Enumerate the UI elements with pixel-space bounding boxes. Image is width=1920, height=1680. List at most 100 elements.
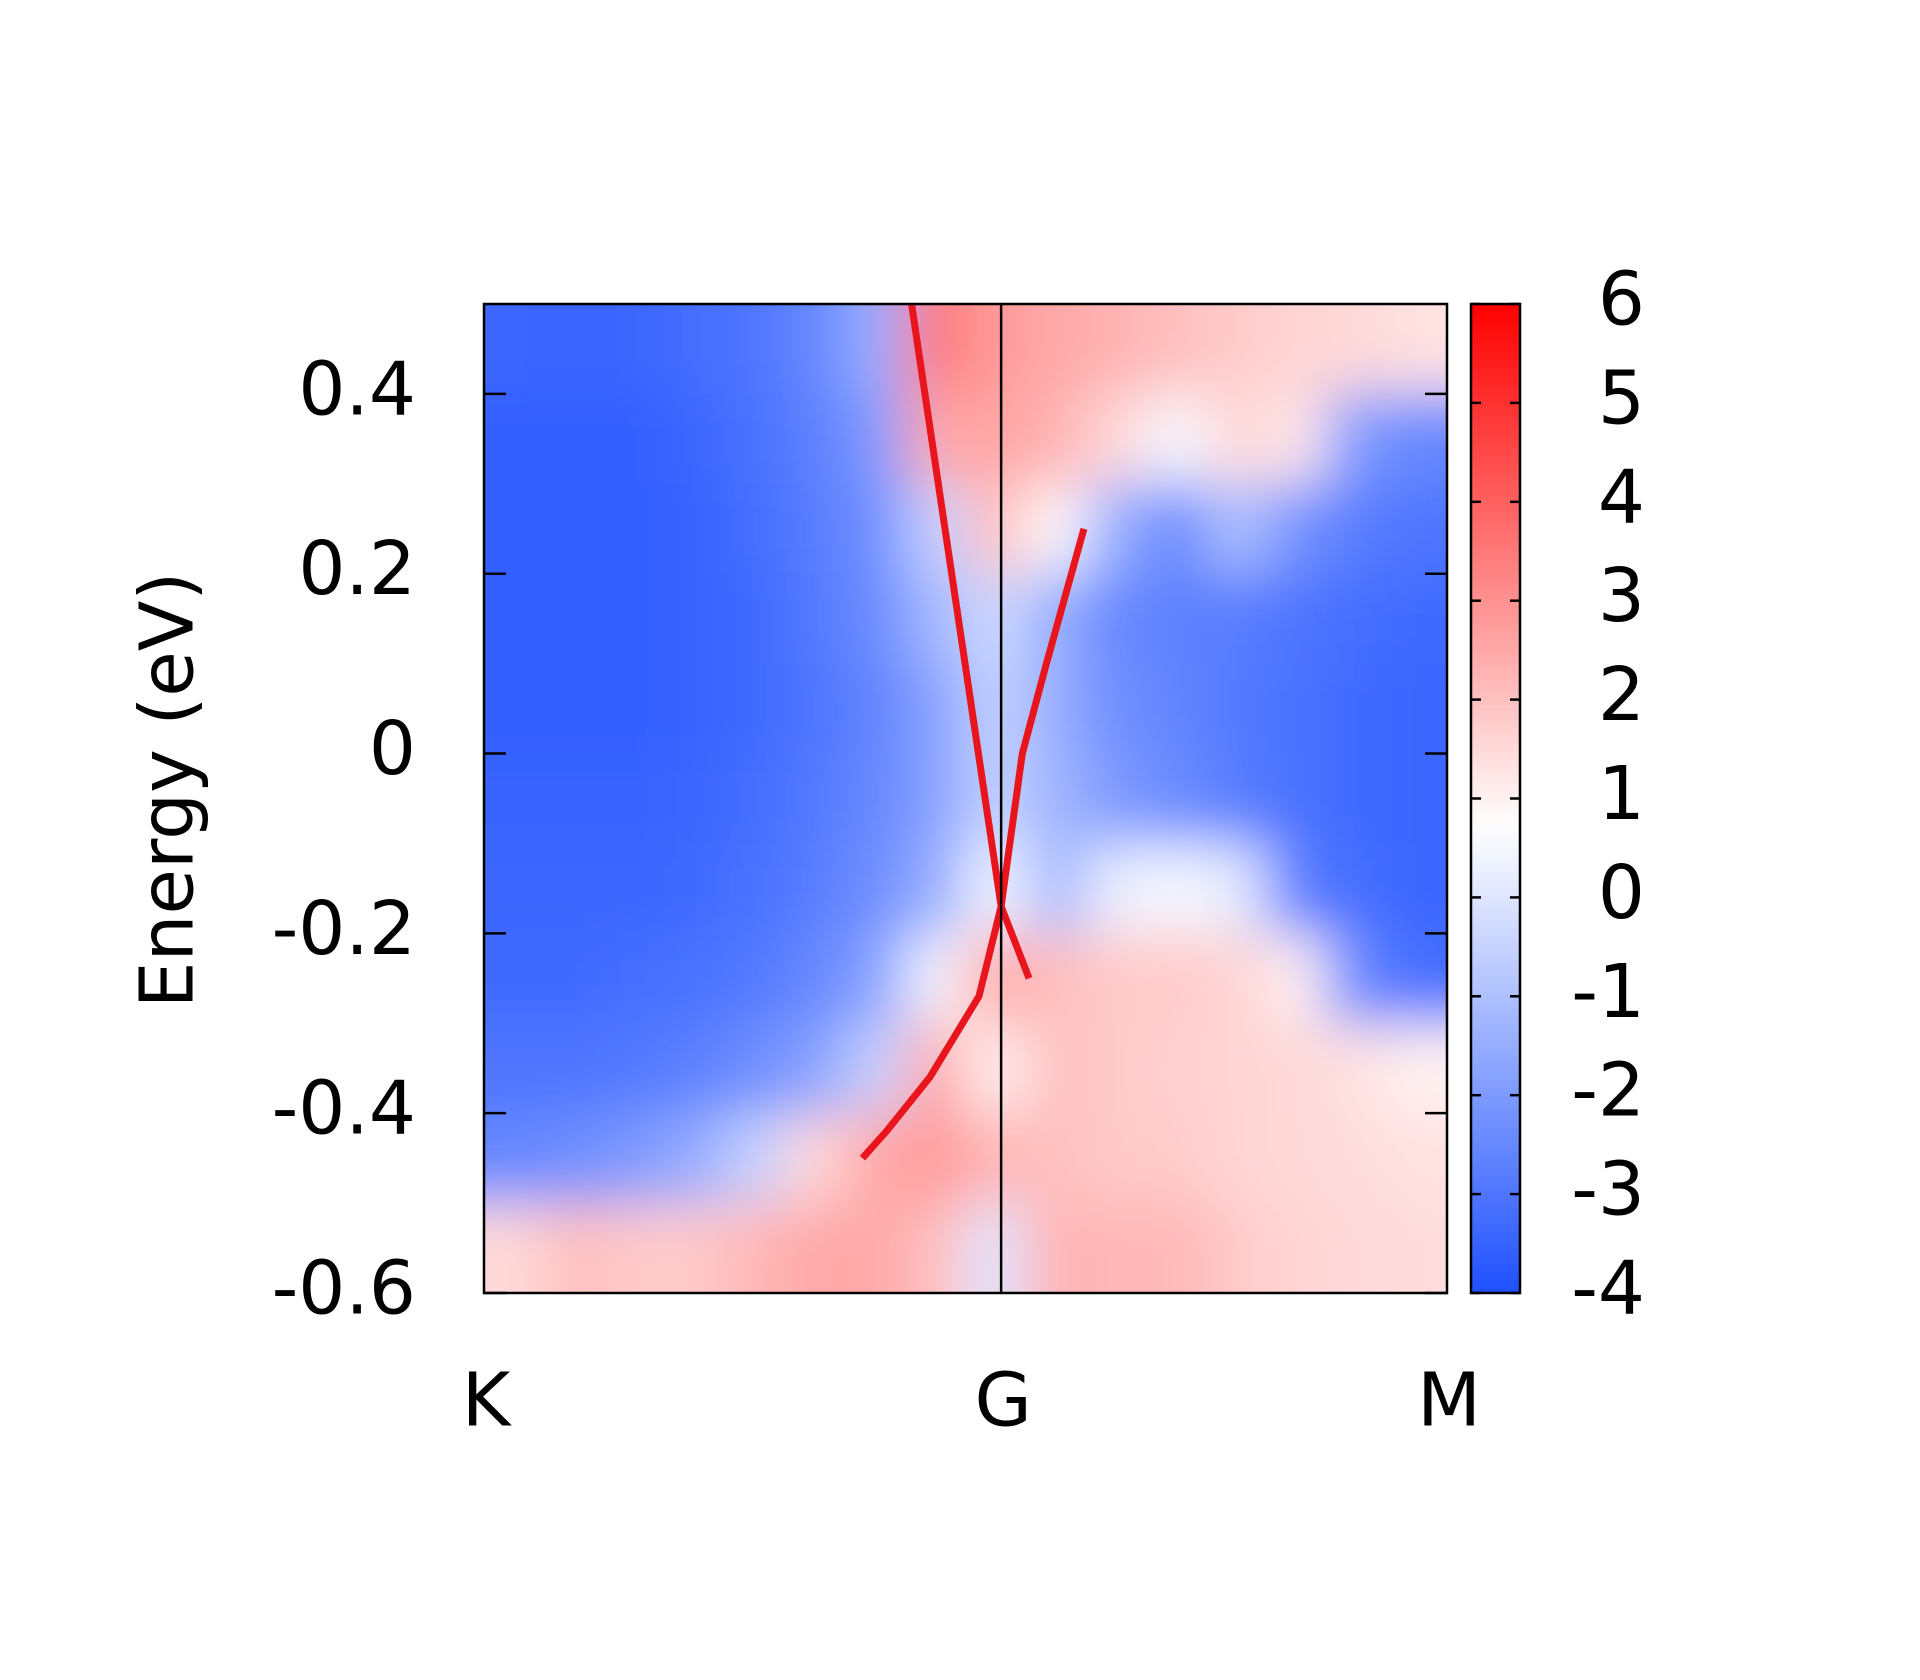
heatmap-cell [604, 753, 666, 845]
y-axis-label: Energy (eV) [125, 572, 211, 1008]
x-tick-label: K [462, 1358, 513, 1444]
heatmap-cell [1387, 1203, 1447, 1293]
heatmap-cell [724, 1203, 786, 1293]
heatmap-cell [664, 843, 726, 935]
heatmap-cell [844, 933, 907, 1025]
heatmap-cell [844, 573, 907, 665]
heatmap-cell [1085, 1113, 1147, 1205]
heatmap-cell [484, 1023, 545, 1115]
colorbar-tick-label: -4 [1571, 1246, 1645, 1332]
colorbar-tick-label: -2 [1571, 1048, 1645, 1134]
heatmap-cell [844, 393, 907, 485]
heatmap-cell [664, 1203, 726, 1293]
heatmap-cell [965, 1203, 1027, 1293]
heatmap-cell [1025, 753, 1088, 845]
heatmap-cell [1326, 1023, 1388, 1115]
y-tick-label: -0.2 [272, 886, 416, 972]
heatmap-cell [604, 1113, 666, 1205]
heatmap-cell [484, 1203, 545, 1293]
heatmap-cell [844, 1203, 907, 1293]
heatmap-cell [724, 304, 786, 395]
heatmap-cell [724, 1113, 786, 1205]
heatmap-cell [1326, 304, 1388, 395]
heatmap-cell [1025, 1023, 1088, 1115]
heatmap-cell [1206, 1023, 1268, 1115]
heatmap-cell [1326, 753, 1388, 845]
heatmap-cell [1326, 663, 1388, 755]
heatmap-cell [1085, 663, 1147, 755]
heatmap-cell [664, 304, 726, 395]
heatmap-cell [1206, 573, 1268, 665]
colorbar-tick-label: 5 [1598, 355, 1645, 441]
heatmap-cell [604, 393, 666, 485]
heatmap-cell [1266, 304, 1328, 395]
x-tick-label: G [974, 1358, 1031, 1444]
heatmap-cell [1326, 843, 1388, 935]
heatmap-cell [905, 753, 967, 845]
colorbar-tick-label: -3 [1571, 1147, 1645, 1233]
heatmap-cell [1387, 663, 1447, 755]
heatmap-cell [1206, 933, 1268, 1025]
heatmap-cell [1025, 933, 1088, 1025]
heatmap-cell [724, 393, 786, 485]
heatmap-cell [664, 393, 726, 485]
heatmap-cell [1146, 1203, 1208, 1293]
heatmap-cell [544, 753, 606, 845]
y-tick-label: -0.4 [272, 1066, 416, 1152]
plot-frame [482, 302, 1449, 1295]
heatmap-cell [1387, 304, 1447, 395]
heatmap-cell [1266, 933, 1328, 1025]
heatmap-cell [844, 753, 907, 845]
heatmap-cell [544, 843, 606, 935]
heatmap-cell [544, 483, 606, 575]
heatmap-cell [1146, 573, 1208, 665]
heatmap-cell [544, 663, 606, 755]
y-tick-label: 0.4 [298, 346, 416, 432]
heatmap-cell [965, 483, 1027, 575]
heatmap-cell [1387, 753, 1447, 845]
heatmap-cell [844, 304, 907, 395]
heatmap-cell [965, 393, 1027, 485]
heatmap-cell [1326, 1203, 1388, 1293]
heatmap-cell [1266, 663, 1328, 755]
heatmap-cell [544, 573, 606, 665]
heatmap-cell [1326, 933, 1388, 1025]
heatmap-cell [1326, 573, 1388, 665]
heatmap-cell [1387, 1113, 1447, 1205]
heatmap-cell [1266, 753, 1328, 845]
heatmap-cell [965, 573, 1027, 665]
heatmap-cell [1206, 393, 1268, 485]
heatmap-cell [664, 663, 726, 755]
heatmap-cell [1085, 1023, 1147, 1115]
y-tick-label: 0.2 [298, 526, 416, 612]
heatmap-cell [965, 1023, 1027, 1115]
heatmap-cell [1206, 753, 1268, 845]
heatmap-cell [1146, 393, 1208, 485]
heatmap-cell [844, 483, 907, 575]
heatmap-cell [905, 483, 967, 575]
heatmap-cell [724, 843, 786, 935]
heatmap-cell [1206, 483, 1268, 575]
heatmap-cell [484, 933, 545, 1025]
heatmap-cell [1146, 753, 1208, 845]
heatmap-cell [664, 753, 726, 845]
heatmap-cell [785, 393, 847, 485]
heatmap-cell [1025, 393, 1088, 485]
heatmap-cell [1387, 933, 1447, 1025]
heatmap-cell [1146, 304, 1208, 395]
heatmap-cell [1146, 1113, 1208, 1205]
heatmap-cell [484, 304, 545, 395]
heatmap-cell [664, 1113, 726, 1205]
heatmap-cell [1025, 1203, 1088, 1293]
heatmap-cell [844, 663, 907, 755]
heatmap-cell [785, 1023, 847, 1115]
y-tick-label: -0.6 [272, 1246, 416, 1332]
heatmap-cell [544, 304, 606, 395]
heatmap-cell [1146, 483, 1208, 575]
heatmap-cell [1266, 393, 1328, 485]
heatmap-cell [785, 1113, 847, 1205]
heatmap-cell [1266, 1203, 1328, 1293]
heatmap-cell [905, 1113, 967, 1205]
heatmap-cell [484, 573, 545, 665]
heatmap-cell [785, 843, 847, 935]
